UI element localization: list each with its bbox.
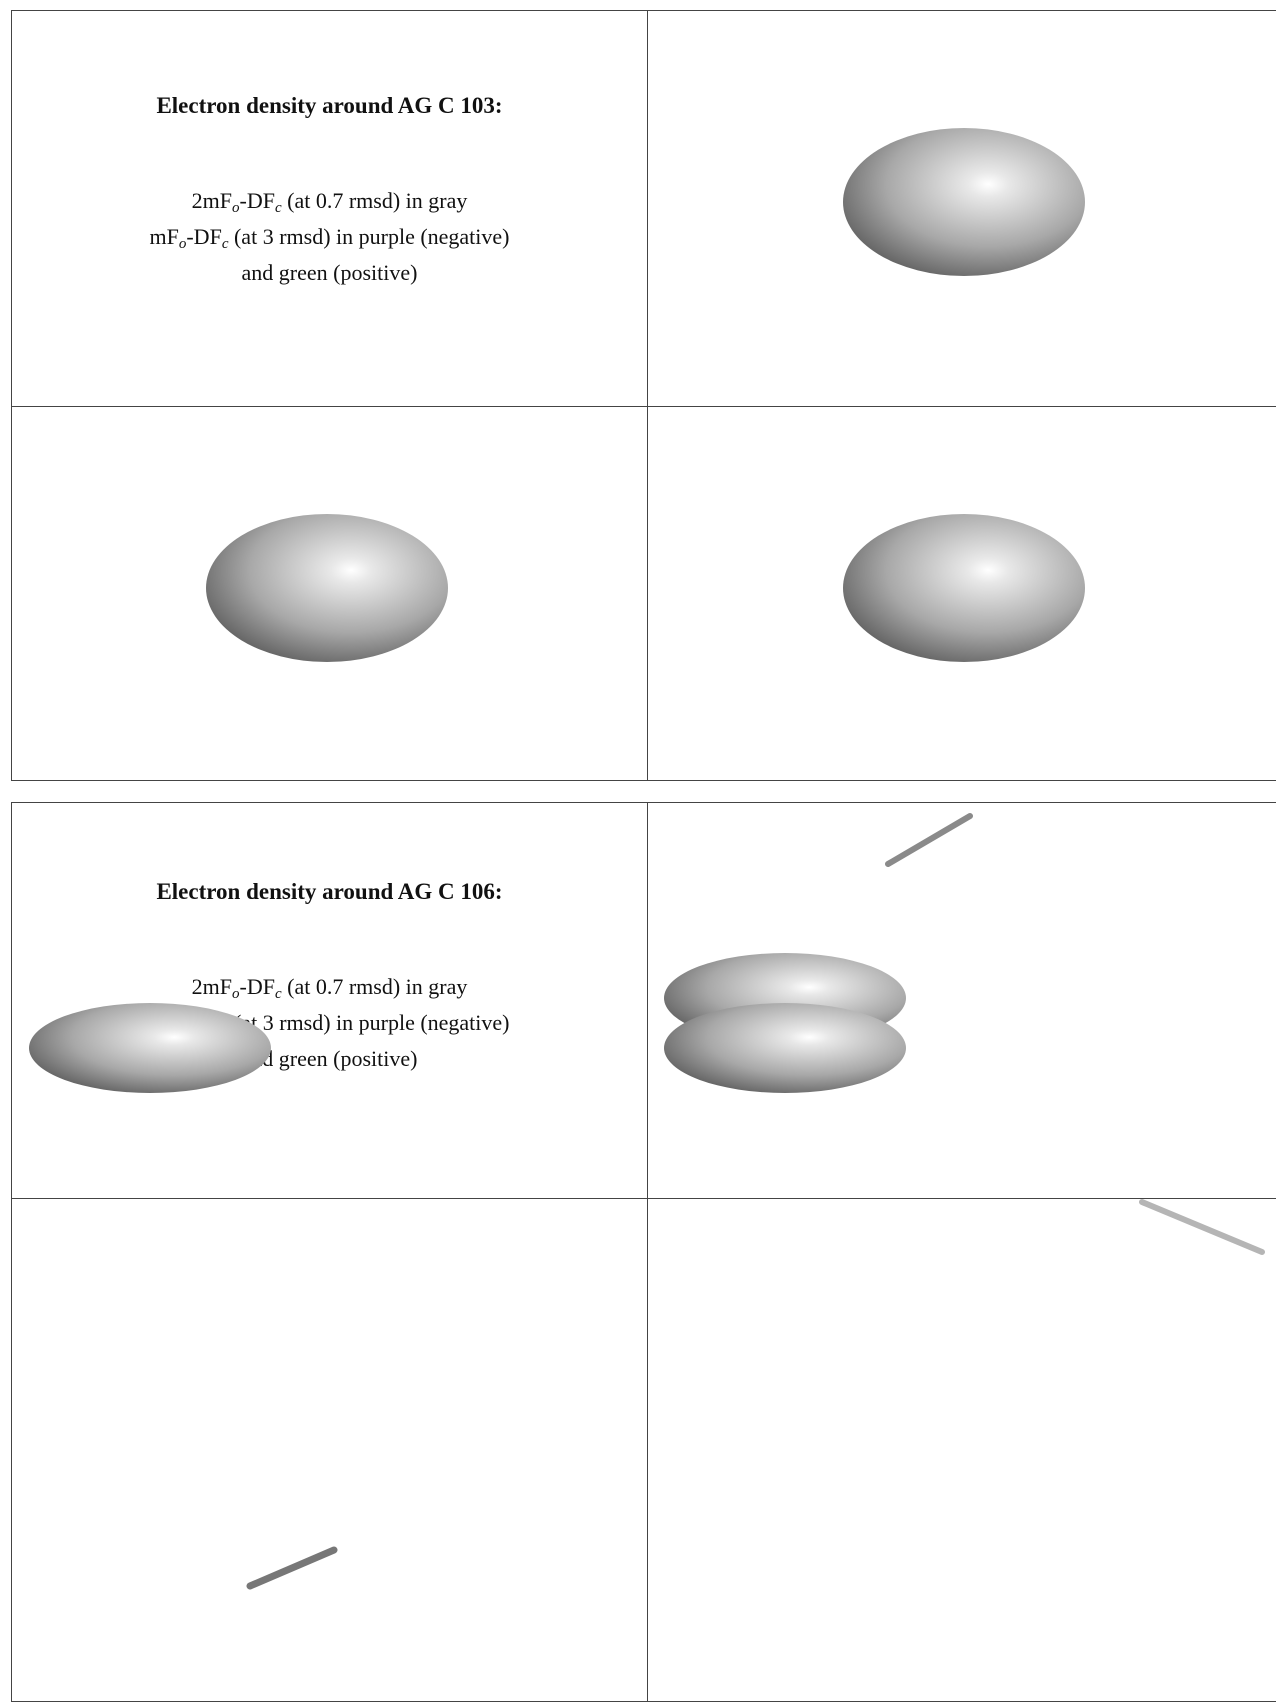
subscript: c bbox=[274, 200, 282, 216]
rod bbox=[246, 813, 1265, 1590]
table: Electron density around AG C 103: 2mFo-D… bbox=[11, 10, 1276, 781]
text-run: (at 0.7 rmsd) in gray bbox=[281, 188, 468, 213]
text-run: 2mF bbox=[191, 974, 232, 999]
subscript: c bbox=[221, 236, 229, 252]
legend-line: mFo-DFc (at 3 rmsd) in purple (negative) bbox=[12, 219, 647, 255]
subscript: c bbox=[274, 986, 282, 1002]
caption: Electron density around AG C 106: 2mFo-D… bbox=[12, 879, 647, 1077]
subscript: o bbox=[178, 236, 187, 252]
divider bbox=[12, 1198, 1276, 1199]
text-run: 2mF bbox=[191, 188, 232, 213]
text-run: (at 0.7 rmsd) in gray bbox=[281, 974, 468, 999]
legend-line: 2mFo-DFc (at 0.7 rmsd) in gray bbox=[12, 969, 647, 1005]
title: Electron density around AG C 103: bbox=[156, 93, 503, 118]
sphere bbox=[29, 128, 1085, 1093]
text-run: (at 3 rmsd) in purple (negative) bbox=[228, 224, 510, 249]
divider bbox=[12, 406, 1276, 407]
subscript: o bbox=[232, 200, 240, 216]
text-run: -DF bbox=[239, 188, 275, 213]
table: Electron density around AG C 106: 2mFo-D… bbox=[11, 802, 1276, 1702]
text-run: mF bbox=[149, 224, 179, 249]
text-run: -DF bbox=[186, 224, 222, 249]
text-run: and green (positive) bbox=[241, 260, 418, 285]
divider bbox=[647, 803, 648, 1701]
legend-line: 2mFo-DFc (at 0.7 rmsd) in gray bbox=[12, 183, 647, 219]
caption: Electron density around AG C 103: 2mFo-D… bbox=[12, 93, 647, 291]
text-run: (at 3 rmsd) in purple (negative) bbox=[228, 1010, 510, 1035]
subscript: o bbox=[232, 986, 240, 1002]
legend-line: and green (positive) bbox=[12, 255, 647, 291]
title: Electron density around AG C 106: bbox=[156, 879, 503, 904]
text-run: -DF bbox=[239, 974, 275, 999]
divider bbox=[647, 11, 648, 780]
